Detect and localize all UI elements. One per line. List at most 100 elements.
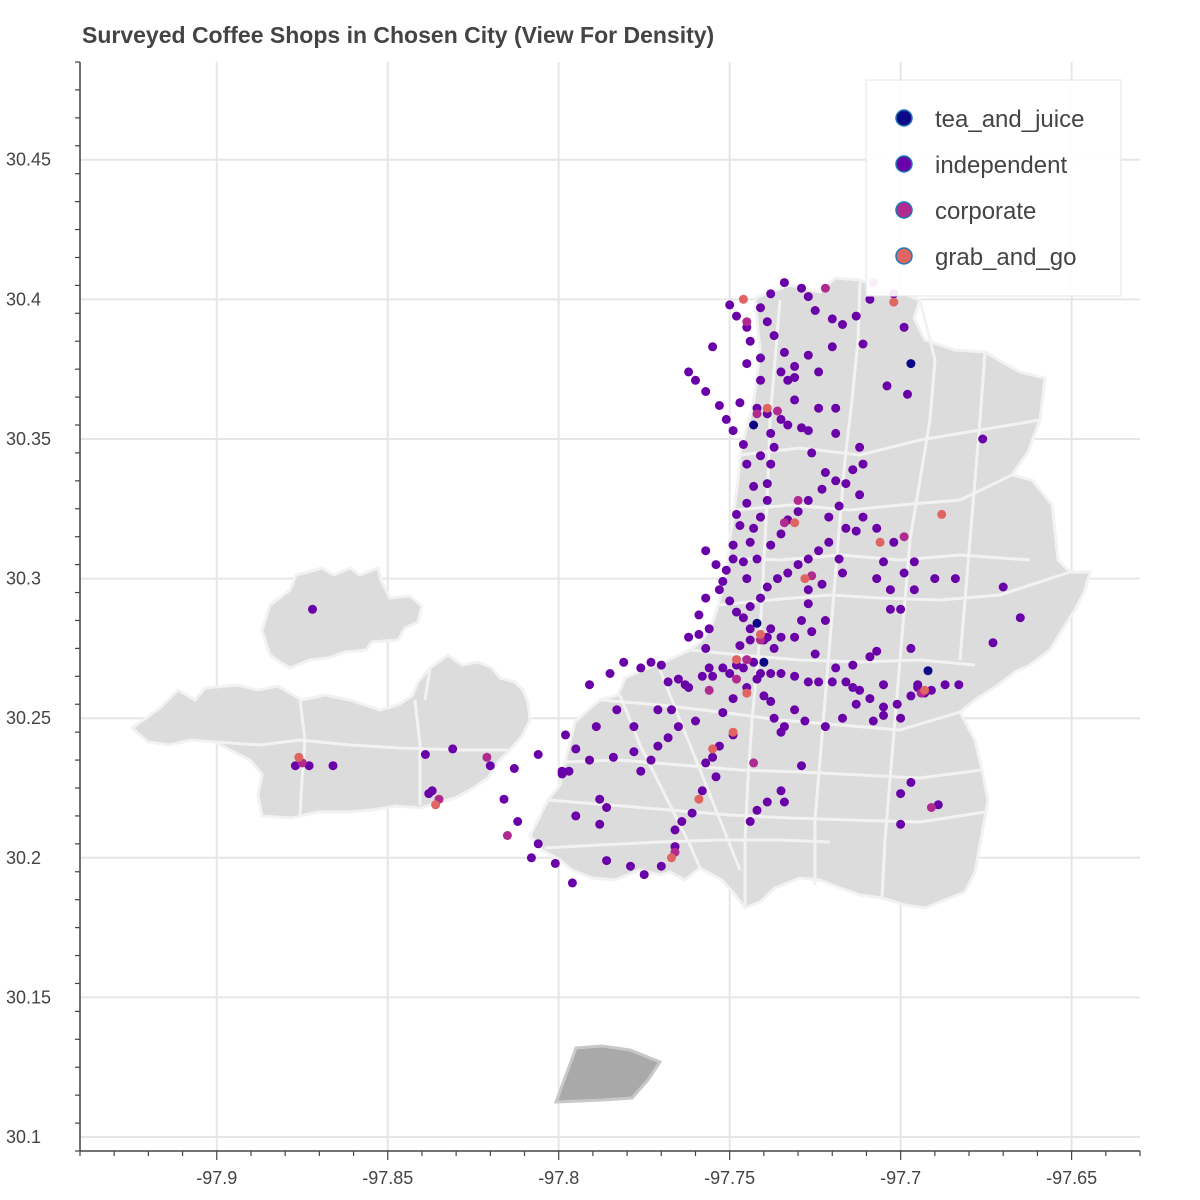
- point-independent: [762, 317, 772, 327]
- point-independent: [906, 777, 916, 787]
- point-independent: [779, 347, 789, 357]
- legend-marker-tea-and-juice: [895, 109, 913, 127]
- point-independent: [933, 800, 943, 810]
- point-independent: [328, 761, 338, 771]
- point-independent: [567, 878, 577, 888]
- point-independent: [762, 479, 772, 489]
- point-independent: [728, 426, 738, 436]
- axes-layer: [79, 62, 1140, 1152]
- point-independent: [738, 613, 748, 623]
- point-independent: [290, 761, 300, 771]
- point-corporate: [704, 685, 714, 695]
- legend-label-tea-and-juice: tea_and_juice: [935, 106, 1084, 133]
- point-independent: [701, 546, 711, 556]
- x-tick-label: -97.9: [196, 1168, 237, 1188]
- point-independent: [827, 677, 837, 687]
- point-independent: [591, 722, 601, 732]
- point-independent: [851, 699, 861, 709]
- point-independent: [745, 537, 755, 547]
- point-independent: [595, 819, 605, 829]
- point-independent: [673, 674, 683, 684]
- point-independent: [691, 716, 700, 726]
- point-independent: [735, 641, 745, 651]
- point-independent: [909, 585, 919, 595]
- legend-item-tea-and-juice[interactable]: tea_and_juice: [895, 106, 1084, 133]
- point-independent: [735, 521, 745, 530]
- legend-item-corporate[interactable]: corporate: [895, 198, 1036, 225]
- point-independent: [708, 342, 718, 352]
- point-independent: [691, 375, 700, 385]
- plot-title: Surveyed Coffee Shops in Chosen City (Vi…: [82, 22, 715, 48]
- y-tick-label: 30.45: [6, 150, 51, 170]
- point-independent: [595, 794, 605, 804]
- point-independent: [762, 495, 772, 505]
- point-independent: [855, 685, 865, 695]
- point-independent: [557, 769, 567, 779]
- point-corporate: [742, 317, 752, 327]
- point-independent: [752, 805, 762, 815]
- point-independent: [954, 680, 964, 690]
- point-independent: [803, 292, 813, 302]
- point-independent: [714, 741, 724, 751]
- point-independent: [790, 705, 800, 715]
- point-independent: [831, 428, 841, 438]
- point-independent: [718, 663, 728, 673]
- point-independent: [892, 699, 902, 709]
- point-independent: [687, 808, 697, 818]
- y-tick-label: 30.2: [6, 848, 41, 868]
- point-independent: [728, 554, 738, 564]
- point-tea-and-juice: [923, 666, 933, 676]
- point-independent: [663, 733, 673, 743]
- point-independent: [930, 574, 940, 584]
- point-independent: [913, 680, 923, 690]
- y-tick-label: 30.1: [6, 1127, 41, 1147]
- point-independent: [855, 442, 865, 452]
- legend-item-independent[interactable]: independent: [895, 152, 1067, 179]
- point-independent: [732, 509, 741, 519]
- point-independent: [940, 680, 950, 690]
- point-grab-and-go: [708, 744, 718, 754]
- point-independent: [694, 629, 704, 639]
- point-independent: [766, 459, 776, 469]
- point-independent: [790, 632, 800, 642]
- point-independent: [810, 649, 820, 659]
- point-independent: [790, 373, 800, 382]
- point-independent: [820, 468, 830, 477]
- point-grab-and-go: [762, 403, 772, 413]
- point-grab-and-go: [732, 655, 741, 665]
- point-independent: [797, 616, 806, 625]
- point-independent: [896, 713, 906, 723]
- point-independent: [807, 627, 817, 637]
- point-independent: [896, 789, 906, 799]
- x-ticks: -97.9 -97.85 -97.8 -97.75 -97.7 -97.65: [79, 1151, 1141, 1188]
- point-independent: [831, 403, 841, 413]
- point-independent: [762, 797, 772, 807]
- point-independent: [725, 300, 735, 310]
- point-independent: [608, 752, 618, 762]
- point-independent: [769, 713, 779, 723]
- legend-item-grab-and-go[interactable]: grab_and_go: [895, 244, 1076, 271]
- point-independent: [721, 565, 731, 575]
- point-independent: [855, 490, 865, 500]
- point-independent: [571, 744, 581, 754]
- point-independent: [903, 389, 912, 399]
- point-independent: [636, 766, 646, 776]
- point-independent: [803, 677, 813, 687]
- point-corporate: [752, 409, 762, 419]
- point-grab-and-go: [875, 537, 885, 547]
- point-independent: [533, 750, 543, 759]
- point-independent: [879, 710, 888, 720]
- point-independent: [1015, 613, 1025, 623]
- point-independent: [738, 440, 748, 449]
- point-grab-and-go: [667, 853, 676, 863]
- point-grab-and-go: [920, 685, 930, 695]
- point-independent: [889, 537, 899, 547]
- point-independent: [872, 574, 882, 584]
- point-independent: [848, 683, 858, 692]
- point-independent: [865, 694, 875, 704]
- point-corporate: [749, 758, 759, 768]
- point-independent: [738, 557, 748, 567]
- point-independent: [509, 764, 519, 773]
- point-independent: [725, 596, 735, 606]
